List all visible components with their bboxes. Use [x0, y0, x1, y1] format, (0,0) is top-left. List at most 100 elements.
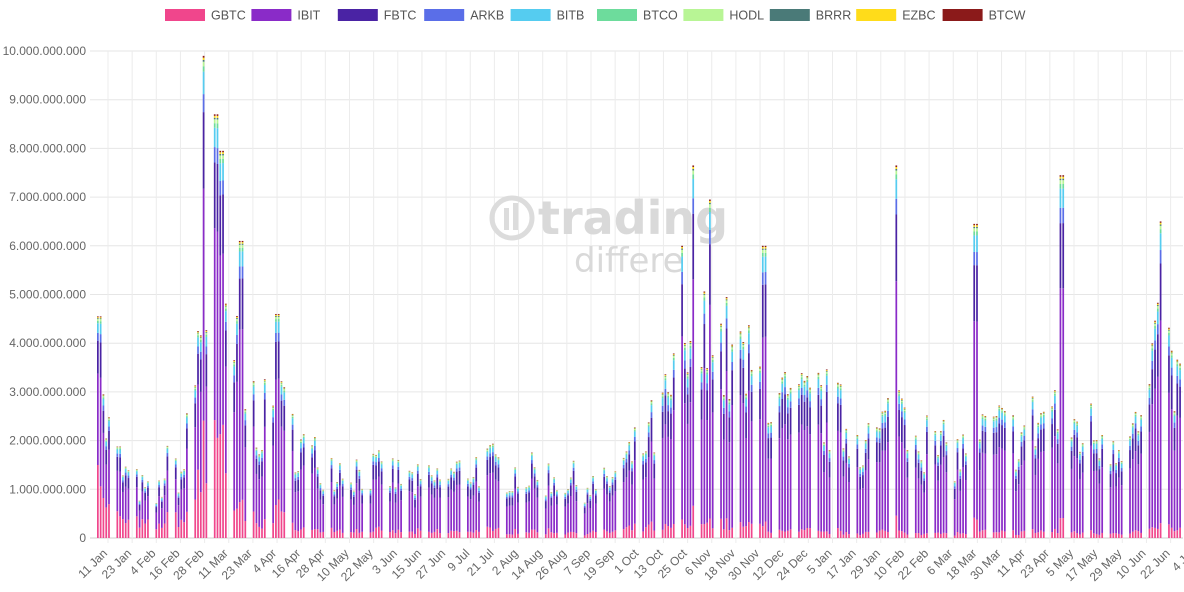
- bar-stack[interactable]: [1173, 411, 1176, 538]
- bar-stack[interactable]: [711, 355, 714, 538]
- bar-stack[interactable]: [817, 372, 820, 538]
- bar-stack[interactable]: [1098, 458, 1101, 538]
- bar-stack[interactable]: [297, 471, 300, 538]
- bar-stack[interactable]: [336, 481, 338, 538]
- bar-stack[interactable]: [453, 471, 455, 538]
- bar-stack[interactable]: [926, 415, 928, 538]
- bar-stack[interactable]: [1148, 384, 1151, 538]
- bar-stack[interactable]: [978, 439, 981, 538]
- legend-item-gbtc[interactable]: GBTC: [165, 9, 246, 23]
- legend-item-btcw[interactable]: BTCW: [942, 9, 1026, 23]
- bar-stack[interactable]: [965, 453, 967, 538]
- bar-stack[interactable]: [1129, 436, 1131, 538]
- bar-stack[interactable]: [1031, 396, 1034, 538]
- bar-stack[interactable]: [864, 440, 867, 538]
- bar-stack[interactable]: [895, 165, 898, 538]
- bar-stack[interactable]: [725, 297, 728, 538]
- bar-stack[interactable]: [1134, 411, 1137, 538]
- bar-stack[interactable]: [244, 409, 247, 538]
- bar-stack[interactable]: [914, 435, 917, 538]
- bar-stack[interactable]: [998, 405, 1001, 538]
- bar-stack[interactable]: [397, 459, 400, 538]
- bar-stack[interactable]: [380, 461, 383, 539]
- bar-stack[interactable]: [199, 335, 202, 538]
- bar-stack[interactable]: [238, 240, 241, 538]
- bar-stack[interactable]: [372, 453, 375, 538]
- bar-stack[interactable]: [859, 467, 861, 538]
- bar-stack[interactable]: [158, 480, 160, 538]
- bar-stack[interactable]: [492, 443, 494, 538]
- bar-stack[interactable]: [263, 379, 266, 538]
- legend-item-brrr[interactable]: BRRR: [769, 9, 851, 23]
- bar-stack[interactable]: [119, 446, 121, 538]
- bar-stack[interactable]: [216, 114, 219, 538]
- bar-stack[interactable]: [823, 442, 825, 538]
- bar-stack[interactable]: [202, 55, 205, 538]
- bar-stack[interactable]: [428, 465, 430, 538]
- bar-stack[interactable]: [294, 472, 297, 538]
- bar-stack[interactable]: [316, 467, 319, 538]
- bar-stack[interactable]: [939, 431, 942, 538]
- bar-stack[interactable]: [180, 471, 183, 538]
- bar-stack[interactable]: [959, 469, 962, 538]
- bar-stack[interactable]: [1079, 451, 1081, 538]
- bar-stack[interactable]: [533, 467, 536, 538]
- bar-stack[interactable]: [709, 199, 711, 538]
- bar-stack[interactable]: [608, 485, 611, 538]
- bar-stack[interactable]: [352, 490, 355, 538]
- bar-stack[interactable]: [141, 475, 144, 538]
- bar-stack[interactable]: [1062, 175, 1065, 538]
- bar-stack[interactable]: [472, 477, 475, 538]
- legend-item-fbtc[interactable]: FBTC: [337, 9, 417, 23]
- bar-stack[interactable]: [1151, 343, 1154, 538]
- bar-stack[interactable]: [135, 469, 138, 538]
- bar-stack[interactable]: [222, 150, 224, 538]
- bar-stack[interactable]: [508, 491, 511, 538]
- legend-item-ibit[interactable]: IBIT: [251, 9, 321, 23]
- bar-stack[interactable]: [1003, 411, 1006, 538]
- bar-stack[interactable]: [1076, 421, 1078, 538]
- bar-stack[interactable]: [642, 453, 644, 538]
- bar-stack[interactable]: [400, 483, 402, 538]
- bar-stack[interactable]: [898, 390, 900, 538]
- bar-stack[interactable]: [567, 489, 569, 538]
- bar-stack[interactable]: [333, 490, 336, 538]
- bar-stack[interactable]: [867, 423, 870, 538]
- bar-stack[interactable]: [828, 450, 831, 538]
- bar-stack[interactable]: [798, 384, 800, 538]
- bar-stack[interactable]: [820, 385, 823, 538]
- bar-stack[interactable]: [108, 417, 110, 538]
- bar-stack[interactable]: [645, 451, 647, 538]
- bar-stack[interactable]: [361, 488, 364, 538]
- bar-stack[interactable]: [647, 422, 650, 538]
- bar-stack[interactable]: [784, 372, 786, 538]
- bar-stack[interactable]: [1020, 432, 1023, 538]
- bar-stack[interactable]: [589, 495, 592, 538]
- bar-stack[interactable]: [1015, 469, 1017, 538]
- bar-stack[interactable]: [174, 458, 177, 538]
- bar-stack[interactable]: [450, 468, 453, 538]
- bar-stack[interactable]: [1092, 440, 1095, 538]
- bar-stack[interactable]: [572, 460, 575, 538]
- bar-stack[interactable]: [962, 434, 964, 538]
- bar-stack[interactable]: [633, 427, 636, 539]
- bar-stack[interactable]: [789, 387, 792, 538]
- bar-stack[interactable]: [124, 466, 127, 538]
- bar-stack[interactable]: [575, 485, 578, 538]
- bar-stack[interactable]: [458, 460, 461, 538]
- bar-stack[interactable]: [706, 368, 708, 538]
- bar-stack[interactable]: [556, 490, 558, 538]
- bar-stack[interactable]: [224, 303, 227, 538]
- bar-stack[interactable]: [255, 447, 258, 538]
- bar-stack[interactable]: [923, 472, 925, 538]
- bar-stack[interactable]: [759, 366, 761, 538]
- bar-stack[interactable]: [681, 245, 683, 538]
- bar-stack[interactable]: [992, 416, 995, 538]
- bar-stack[interactable]: [728, 399, 731, 538]
- bar-stack[interactable]: [670, 394, 672, 538]
- bar-stack[interactable]: [722, 395, 725, 538]
- bar-stack[interactable]: [937, 455, 939, 538]
- bar-stack[interactable]: [1001, 407, 1003, 538]
- bar-stack[interactable]: [314, 437, 316, 538]
- bar-stack[interactable]: [147, 481, 149, 538]
